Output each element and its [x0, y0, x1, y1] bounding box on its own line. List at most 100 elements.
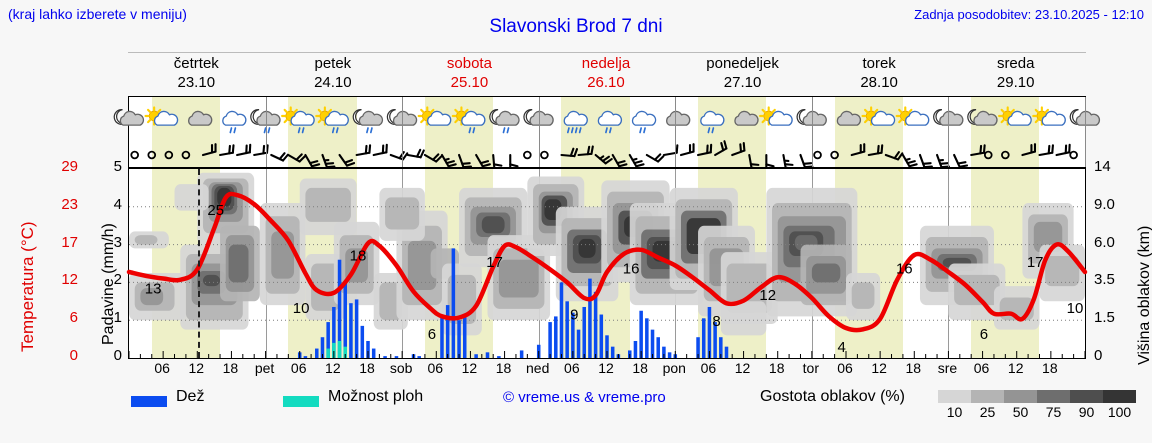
cloud-density-tick: 90	[1078, 404, 1095, 420]
weather-icon-cloudy	[836, 110, 862, 126]
rain-legend-label: Dež	[176, 388, 205, 405]
cloud-density-swatch	[1070, 390, 1103, 403]
weather-icon-sun-cloud	[144, 106, 179, 126]
wind-barb	[662, 144, 679, 157]
day-header-rule	[128, 52, 1086, 53]
wind-barb	[696, 143, 713, 157]
temperature-value-label: 12	[759, 287, 776, 304]
temperature-value-label: 10	[293, 300, 310, 317]
wind-barb	[731, 142, 746, 157]
icon-strip-day-separator	[538, 97, 540, 167]
weather-icon-cloudy	[734, 110, 759, 126]
daylight-band	[151, 97, 221, 167]
time-tick-label: 12	[598, 360, 614, 376]
icon-strip-day-separator	[402, 97, 404, 167]
time-tick-label: 18	[495, 360, 512, 376]
weather-icon-sun-cloud-rain	[281, 106, 315, 134]
axis-tick: 1	[113, 309, 122, 327]
axis-tick: 12	[61, 271, 78, 289]
time-tick-label: 18	[632, 360, 648, 376]
time-tick-label: 06	[154, 360, 170, 376]
temperature-value-label: 16	[896, 261, 913, 278]
meteogram-plot: 13 25 10 18 6 17 9 16 8 12 4 16 6 17 10	[126, 168, 1088, 359]
day-date: 24.10	[314, 74, 352, 91]
time-tick-label: 06	[837, 360, 853, 376]
time-tick-label: 12	[734, 360, 751, 376]
wind-barb	[628, 153, 645, 168]
wind-barb	[236, 143, 252, 157]
weather-icon-sun-cloud	[1032, 106, 1066, 126]
cloud-density-tick: 100	[1107, 404, 1132, 420]
weather-icon-sun-cloud	[417, 106, 452, 126]
cloud-density-tick: 10	[946, 404, 963, 420]
day-header-6: torek 28.10	[811, 54, 948, 92]
axis-tick: 0	[1094, 347, 1103, 364]
weather-icon-cloudy	[666, 110, 691, 126]
wind-barb	[440, 153, 457, 168]
temperature-value-label: 18	[350, 248, 367, 265]
temperature-value-label: 17	[1027, 254, 1044, 271]
temperature-value-label: 16	[623, 261, 640, 278]
day-header-7: sreda 29.10	[947, 54, 1084, 92]
wind-barb	[577, 145, 594, 157]
icon-strip-day-separator	[811, 97, 813, 167]
showers-legend-label: Možnost ploh	[328, 388, 424, 405]
temperature-curve-layer: 13 25 10 18 6 17 9 16 8 12 4 16 6 17 10	[126, 191, 1088, 356]
day-name: četrtek	[173, 55, 219, 72]
day-date: 29.10	[996, 74, 1035, 91]
last-updated-text: Zadnja posodobitev: 23.10.2025 - 12:10	[914, 7, 1144, 22]
axis-tick: 1.5	[1094, 309, 1115, 327]
icon-strip-day-separator	[1085, 97, 1086, 167]
wind-barb	[799, 153, 814, 169]
day-header-4: nedelja 26.10	[538, 54, 675, 92]
wind-barb	[714, 140, 728, 157]
axis-tick: 23	[61, 195, 78, 213]
cloud-density-tick: 25	[979, 404, 996, 420]
wind-barb	[423, 153, 443, 163]
time-tick-label: 12	[1007, 360, 1024, 376]
wind-barb	[287, 153, 306, 163]
day-name: sreda	[996, 55, 1035, 72]
time-tick-label: 18	[768, 360, 785, 376]
cloud-density-layer	[129, 172, 1085, 336]
day-date: 23.10	[177, 74, 216, 91]
day-header-3: sobota 25.10	[401, 54, 538, 92]
wind-barb	[884, 151, 904, 161]
weather-icon-cloudy	[188, 110, 213, 126]
cloud-density-tick: 75	[1045, 404, 1062, 420]
day-date: 26.10	[587, 74, 625, 91]
temperature-value-label: 10	[1067, 300, 1084, 317]
day-date: 25.10	[450, 74, 489, 91]
wind-barb	[850, 143, 866, 157]
wind-barb	[901, 153, 918, 168]
temperature-value-label: 4	[838, 339, 846, 356]
time-tick-label: tor	[802, 360, 820, 376]
wind-barbs-layer	[130, 140, 1078, 171]
axis-tick: 5	[113, 158, 122, 175]
wind-barb	[372, 143, 388, 157]
weather-icon-night-cloud-rain	[489, 109, 520, 134]
axis-tick: 6	[69, 309, 78, 327]
time-tick-label: 18	[905, 360, 922, 376]
weather-icon-cloud-rain	[631, 110, 657, 134]
wind-barb	[253, 144, 269, 157]
cloud-density-swatch	[1037, 390, 1070, 403]
wind-barb	[218, 144, 235, 157]
wind-barb	[918, 153, 933, 169]
cloud-density-swatch	[938, 390, 971, 403]
time-tick-label: 12	[461, 360, 478, 376]
weather-icon-night-cloudy	[523, 109, 554, 126]
copyright-link[interactable]: © vreme.us & vreme.pro	[503, 389, 666, 406]
axis-tick: 2	[113, 271, 122, 289]
day-name: torek	[862, 55, 896, 72]
cloudheight-axis-title: Višina oblakov (km)	[1136, 225, 1152, 365]
wind-barb	[1055, 143, 1071, 157]
cloud-density-scale: 10 25 50 75 90 100	[938, 390, 1142, 422]
precipitation-bars-layer	[128, 248, 1086, 358]
weather-icon-sun-cloud	[998, 106, 1032, 126]
weather-icon-strip	[113, 96, 1101, 171]
time-tick-label: 06	[427, 360, 444, 376]
weather-icon-cloud-rain	[597, 110, 623, 134]
temperature-value-label: 9	[570, 306, 578, 323]
axis-tick: 3	[113, 233, 122, 251]
